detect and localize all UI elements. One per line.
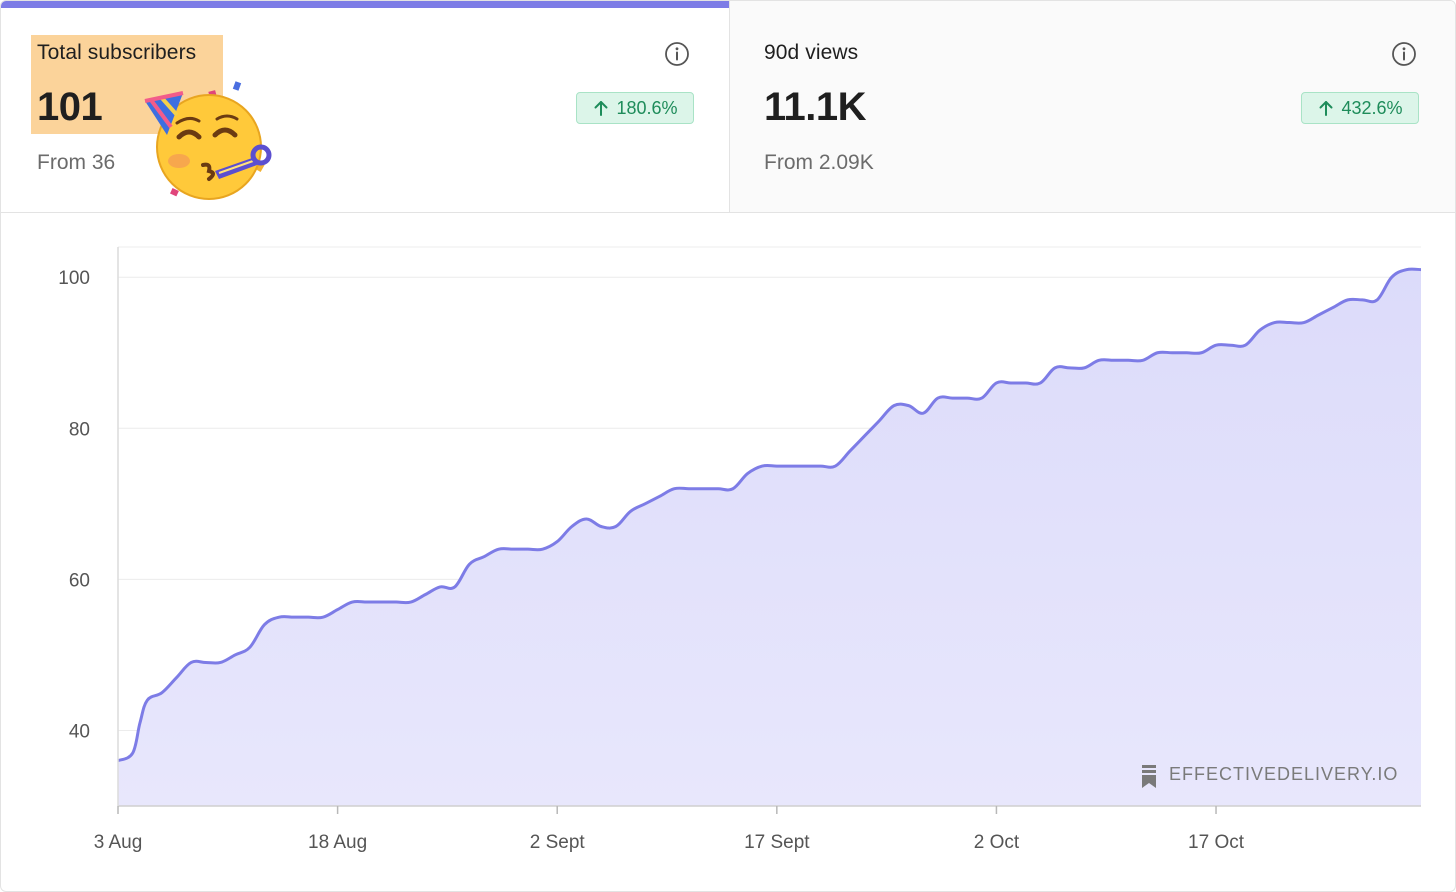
- tab-total-subscribers[interactable]: Total subscribers 101 From 36: [1, 1, 729, 213]
- y-tick-label: 60: [69, 570, 90, 591]
- area-fill: [118, 269, 1421, 806]
- series-line-subscribers: [117, 267, 1422, 763]
- x-tick-label: 17 Oct: [1188, 832, 1245, 853]
- views-change-badge: 432.6%: [1301, 92, 1419, 124]
- x-tick-label: 3 Aug: [94, 832, 143, 853]
- subscribers-area-chart: 40 60 80 100 3 Aug 18 Aug 2 Sept 17 Sept 2 Oct 17…: [58, 246, 1422, 853]
- x-tick-label: 2 Oct: [974, 832, 1020, 853]
- subscribers-value: 101: [37, 85, 103, 129]
- metric-tabs: Total subscribers 101 From 36: [1, 1, 1455, 213]
- watermark-text: EFFECTIVEDELIVERY.IO: [1169, 764, 1398, 784]
- info-circle-icon[interactable]: [1391, 41, 1417, 67]
- partying-face-emoji: [144, 81, 272, 200]
- watermark: EFFECTIVEDELIVERY.IO: [1142, 764, 1398, 788]
- views-label: 90d views: [764, 41, 859, 64]
- x-tick-label: 18 Aug: [308, 832, 367, 853]
- subscribers-label: Total subscribers: [37, 41, 197, 64]
- x-tick-label: 2 Sept: [530, 832, 586, 853]
- y-tick-label: 100: [58, 268, 90, 289]
- subscribers-chart: 40 60 80 100 3 Aug 18 Aug 2 Sept 17 Sept 2 Oct 17…: [1, 213, 1455, 891]
- tab-90d-views[interactable]: 90d views 11.1K From 2.09K 432.6%: [729, 1, 1455, 213]
- views-change-value: 432.6%: [1341, 97, 1403, 118]
- arrow-up-icon: [1319, 101, 1333, 116]
- y-tick-label: 40: [69, 721, 90, 742]
- views-from: From 2.09K: [764, 151, 874, 174]
- arrow-up-icon: [594, 101, 608, 116]
- subscribers-change-value: 180.6%: [616, 97, 678, 118]
- bookmark-icon: [1142, 765, 1156, 788]
- active-tab-indicator: [1, 1, 729, 8]
- y-tick-label: 80: [69, 419, 90, 440]
- views-value: 11.1K: [764, 85, 867, 129]
- info-circle-icon[interactable]: [664, 41, 690, 67]
- subscribers-change-badge: 180.6%: [576, 92, 694, 124]
- x-tick-label: 17 Sept: [744, 832, 810, 853]
- subscribers-from: From 36: [37, 151, 116, 174]
